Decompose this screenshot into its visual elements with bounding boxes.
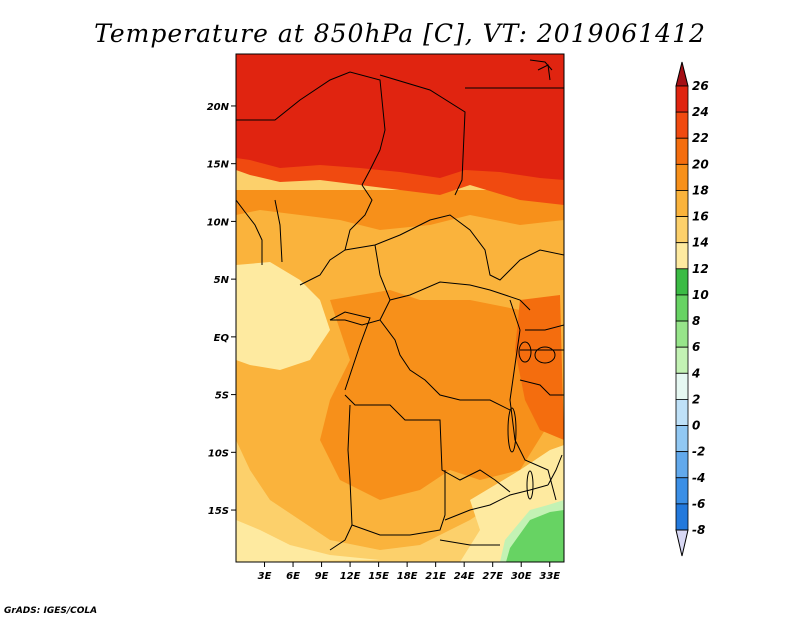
lon-tick-label: 24E bbox=[454, 571, 475, 582]
colorbar-top-arrow bbox=[675, 61, 689, 87]
temp-region-east-warm bbox=[515, 295, 564, 440]
colorbar-label: 24 bbox=[692, 105, 709, 119]
temp-region-coastal-cool bbox=[236, 262, 330, 370]
temperature-map bbox=[235, 53, 565, 563]
colorbar-swatch bbox=[675, 111, 689, 139]
lat-tick-label: 20N bbox=[207, 102, 230, 113]
lat-tick-label: 10S bbox=[208, 448, 229, 459]
colorbar-swatch bbox=[675, 163, 689, 191]
colorbar-label: 4 bbox=[691, 366, 700, 380]
lakes bbox=[507, 341, 556, 500]
colorbar-swatch bbox=[675, 346, 689, 374]
map-frame bbox=[235, 53, 565, 563]
colorbar-label: 26 bbox=[692, 79, 709, 93]
lat-tick-label: 10N bbox=[207, 217, 230, 228]
lat-tick-label: 5N bbox=[214, 275, 230, 286]
latitude-axis: 20N 15N 10N 5N EQ 5S 10S 15S bbox=[207, 102, 236, 517]
lat-tick-label: EQ bbox=[214, 333, 230, 344]
lon-tick-label: 9E bbox=[315, 571, 329, 582]
lon-tick-label: 33E bbox=[539, 571, 560, 582]
lon-tick-label: 27E bbox=[482, 571, 503, 582]
temp-region-12-14 bbox=[506, 510, 564, 562]
colorbar-label: 0 bbox=[692, 419, 700, 433]
colorbar-swatch bbox=[675, 216, 689, 244]
colorbar-label: 16 bbox=[692, 210, 709, 224]
colorbar-label: -4 bbox=[692, 471, 705, 485]
colorbar-swatch bbox=[675, 372, 689, 400]
colorbar-swatch bbox=[675, 268, 689, 296]
lon-tick-label: 15E bbox=[368, 571, 389, 582]
colorbar-swatch bbox=[675, 399, 689, 426]
colorbar-label: 6 bbox=[692, 340, 700, 354]
colorbar-label: -8 bbox=[692, 523, 705, 537]
colorbar-swatch bbox=[675, 503, 689, 531]
colorbar-swatch bbox=[675, 320, 689, 348]
colorbar-label: 18 bbox=[692, 183, 709, 197]
colorbar-label: 22 bbox=[692, 131, 709, 145]
colorbar-label: 12 bbox=[692, 262, 709, 276]
lon-tick-label: 3E bbox=[258, 571, 272, 582]
colorbar-swatch bbox=[675, 294, 689, 322]
country-borders bbox=[236, 59, 564, 551]
temp-region-22-24 bbox=[320, 290, 550, 500]
colorbar-swatch bbox=[675, 190, 689, 217]
credit-text: GrADS: IGES/COLA bbox=[4, 606, 97, 616]
colorbar-label: 2 bbox=[692, 392, 700, 406]
lon-tick-label: 21E bbox=[425, 571, 446, 582]
lat-tick-label: 15N bbox=[207, 160, 230, 171]
colorbar-swatch bbox=[675, 85, 689, 113]
colorbar-swatch bbox=[675, 137, 689, 165]
colorbar-label: -2 bbox=[692, 445, 705, 459]
colorbar-swatch bbox=[675, 451, 689, 479]
colorbar-swatch bbox=[675, 242, 689, 270]
lon-tick-label: 18E bbox=[397, 571, 418, 582]
colorbar-label: 14 bbox=[692, 236, 709, 250]
colorbar-label: -6 bbox=[692, 497, 705, 511]
colorbar-label: 8 bbox=[692, 314, 700, 328]
colorbar-bottom-arrow bbox=[675, 529, 689, 557]
colorbar-label: 10 bbox=[692, 288, 709, 302]
temp-region-26-plus bbox=[236, 54, 564, 180]
chart-title: Temperature at 850hPa [C], VT: 201906141… bbox=[94, 19, 706, 48]
lon-tick-label: 12E bbox=[340, 571, 361, 582]
lon-tick-label: 6E bbox=[286, 571, 300, 582]
colorbar-label: 20 bbox=[692, 157, 709, 171]
colorbar-swatch bbox=[675, 425, 689, 453]
longitude-axis: 3E 6E 9E 12E 15E 18E 21E 24E 27E 30E 33E bbox=[258, 562, 560, 582]
temp-region-south-cool bbox=[236, 520, 380, 562]
lon-tick-label: 30E bbox=[511, 571, 532, 582]
colorbar-swatch bbox=[675, 477, 689, 505]
lat-tick-label: 5S bbox=[215, 391, 229, 402]
lat-tick-label: 15S bbox=[208, 506, 229, 517]
temp-region-22-24-north bbox=[236, 190, 564, 230]
